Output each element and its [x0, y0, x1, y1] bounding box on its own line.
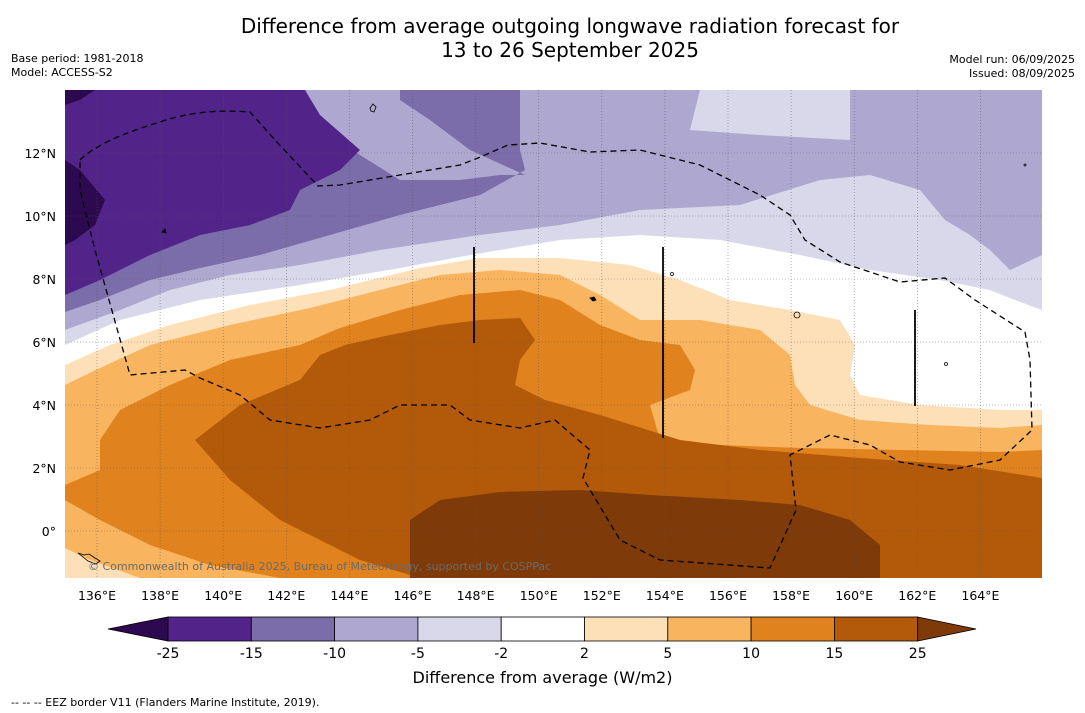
meta-left: Base period: 1981-2018 Model: ACCESS-S2 — [11, 52, 143, 80]
lon-label: 138°E — [141, 588, 179, 603]
colorbar-segment — [750, 616, 835, 642]
colorbar-tick-label: 10 — [742, 646, 760, 662]
title-line-2: 13 to 26 September 2025 — [441, 38, 699, 62]
lon-label: 152°E — [583, 588, 621, 603]
issued-date: Issued: 08/09/2025 — [968, 67, 1075, 80]
lon-label: 150°E — [520, 588, 558, 603]
field-level-extreme-low — [65, 160, 105, 245]
lat-label: 8°N — [32, 272, 56, 287]
colorbar-segment — [584, 616, 669, 642]
latitude-labels: 12°N 10°N 8°N 6°N 4°N 2°N 0° — [24, 146, 56, 539]
lon-label: 148°E — [457, 588, 495, 603]
lat-label: 0° — [42, 524, 56, 539]
model-name: Model: ACCESS-S2 — [11, 66, 113, 79]
lon-label: 164°E — [961, 588, 999, 603]
colorbar-segment — [500, 616, 585, 642]
lon-label: 156°E — [709, 588, 747, 603]
colorbar-tick-label: -5 — [411, 646, 425, 662]
model-run: Model run: 06/09/2025 — [949, 53, 1075, 66]
field-level-plus15 — [195, 318, 1042, 578]
lon-label: 162°E — [898, 588, 936, 603]
lat-label: 10°N — [24, 209, 56, 224]
lon-label: 158°E — [772, 588, 810, 603]
colorbar-tick-label: 15 — [825, 646, 843, 662]
colorbar-tick-label: 5 — [663, 646, 672, 662]
islands — [77, 103, 1027, 565]
lon-label: 142°E — [267, 588, 305, 603]
colorbar-segment — [417, 616, 502, 642]
colorbar-segment — [834, 616, 919, 642]
eez-legend: -- -- -- EEZ border V11 (Flanders Marine… — [11, 696, 320, 709]
colorbar-extend-low — [107, 616, 169, 642]
colorbar-tick-label: 2 — [580, 646, 589, 662]
colorbar-segment — [334, 616, 419, 642]
colorbar-tick-label: -25 — [157, 646, 180, 662]
lon-label: 136°E — [78, 588, 116, 603]
lat-label: 6°N — [32, 335, 56, 350]
lon-label: 144°E — [330, 588, 368, 603]
colorbar: -25 -15 -10 -5 -2 2 5 10 15 25 — [107, 616, 977, 662]
longitude-labels: 136°E 138°E 140°E 142°E 144°E 146°E 148°E 150°E… — [78, 588, 1000, 603]
lon-label: 146°E — [393, 588, 431, 603]
lat-label: 2°N — [32, 461, 56, 476]
title-line-1: Difference from average outgoing longwav… — [240, 14, 900, 38]
lat-label: 4°N — [32, 398, 56, 413]
copyright-text: © Commonwealth of Australia 2025, Bureau… — [88, 560, 551, 573]
lat-label: 12°N — [24, 146, 56, 161]
lon-label: 140°E — [204, 588, 242, 603]
lon-label: 154°E — [646, 588, 684, 603]
colorbar-tick-label: 25 — [909, 646, 927, 662]
colorbar-title: Difference from average (W/m2) — [412, 668, 673, 687]
field-level-extreme-low-corner — [65, 90, 95, 105]
colorbar-segment — [667, 616, 752, 642]
colorbar-tick-label: -2 — [494, 646, 508, 662]
colorbar-tick-label: -10 — [323, 646, 346, 662]
colorbar-extend-high — [917, 616, 977, 642]
map-area: © Commonwealth of Australia 2025, Bureau… — [65, 90, 1042, 578]
lon-label: 160°E — [835, 588, 873, 603]
field-level-plus25 — [410, 490, 880, 578]
colorbar-tick-label: -15 — [240, 646, 263, 662]
gridlines — [65, 90, 1042, 578]
meta-right: Model run: 06/09/2025 Issued: 08/09/2025 — [949, 53, 1075, 81]
base-period: Base period: 1981-2018 — [11, 52, 144, 65]
colorbar-segment — [167, 616, 252, 642]
colorbar-segment — [250, 616, 336, 642]
chart-title: Difference from average outgoing longwav… — [0, 14, 1085, 62]
